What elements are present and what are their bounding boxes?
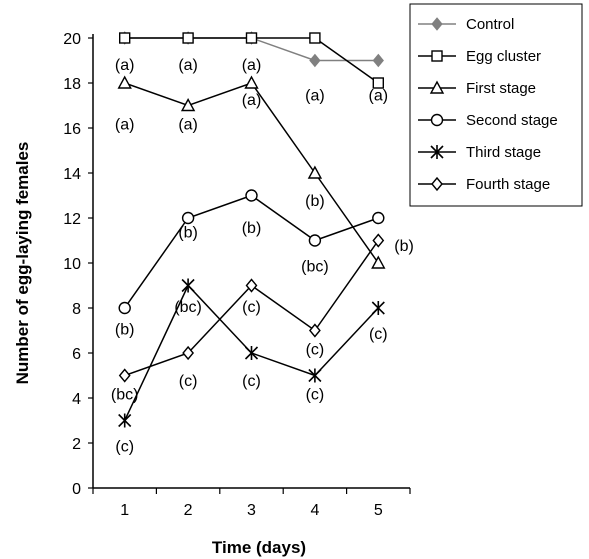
data-point-control [372, 53, 384, 68]
series-layer [117, 31, 386, 428]
legend-marker [431, 17, 443, 31]
data-point-fourth-stage [182, 345, 195, 361]
significance-label: (b) [242, 220, 262, 237]
legend-marker [430, 113, 444, 127]
legend-label: Egg cluster [466, 48, 541, 65]
data-point-third-stage [371, 301, 385, 315]
y-tick-label: 20 [63, 31, 81, 48]
data-point-second-stage [372, 211, 385, 225]
significance-label: (a) [178, 117, 198, 134]
significance-label: (c) [242, 299, 261, 316]
legend-item-fourth-stage: Fourth stage [418, 176, 550, 193]
data-point-second-stage [118, 301, 131, 315]
legend-item-first-stage: First stage [418, 80, 536, 97]
significance-label: (c) [179, 373, 198, 390]
data-point-fourth-stage [118, 368, 131, 383]
data-point-egg-cluster [309, 32, 321, 44]
legend-box [409, 3, 583, 207]
significance-label: (c) [242, 373, 261, 390]
legend-label: Second stage [466, 112, 558, 129]
legend-marker [431, 50, 443, 62]
legend-marker [431, 176, 443, 192]
y-tick-label: 6 [72, 346, 81, 363]
significance-label: (b) [305, 193, 325, 210]
legend-label: Fourth stage [466, 176, 550, 193]
data-point-third-stage [118, 413, 132, 428]
data-point-fourth-stage [372, 233, 385, 248]
series-third-stage [118, 278, 385, 428]
x-tick-label: 2 [184, 502, 193, 519]
significance-label: (a) [305, 87, 325, 104]
significance-label: (c) [306, 342, 325, 359]
significance-label: (b) [115, 321, 135, 338]
x-tick-label: 5 [374, 502, 383, 519]
data-point-second-stage [308, 234, 322, 247]
data-point-first-stage [307, 165, 323, 179]
legend-label: Third stage [466, 144, 541, 161]
data-point-first-stage [244, 75, 259, 89]
significance-label: (c) [369, 326, 388, 343]
significance-label: (a) [178, 57, 198, 74]
significance-label: (a) [115, 117, 135, 134]
significance-label: (c) [115, 438, 134, 455]
y-tick-label: 10 [63, 256, 81, 273]
legend: Control Egg cluster First stage Second stag… [409, 3, 583, 207]
legend-marker [429, 80, 445, 94]
data-point-egg-cluster [118, 32, 131, 44]
data-point-control [309, 53, 321, 68]
significance-label: (a) [115, 57, 135, 74]
data-point-third-stage [244, 346, 259, 360]
data-point-third-stage [308, 368, 322, 383]
series-second-stage [118, 189, 385, 315]
significance-label: (c) [306, 387, 325, 404]
legend-item-second-stage: Second stage [418, 112, 558, 129]
annotations-layer: (a) (a) (a) (a) (a) (a) (a) (a) (b) (b) (b) (b) (b) (… [111, 57, 414, 455]
y-tick-label: 12 [63, 211, 81, 228]
data-point-second-stage [245, 189, 258, 202]
significance-label: (a) [242, 92, 262, 109]
legend-marker [430, 145, 444, 159]
x-tick-label: 1 [120, 502, 129, 519]
significance-label: (a) [369, 87, 389, 104]
y-tick-label: 16 [63, 121, 81, 138]
legend-label: Control [466, 16, 514, 33]
legend-label: First stage [466, 80, 536, 97]
x-axis-title: Time (days) [212, 538, 306, 557]
data-point-egg-cluster [245, 32, 258, 44]
x-tick-label: 3 [247, 502, 256, 519]
data-point-first-stage [371, 255, 386, 269]
data-point-first-stage [180, 98, 196, 112]
y-axis-title: Number of egg-laying females [13, 142, 32, 385]
data-point-third-stage [181, 278, 195, 293]
x-tick-label: 4 [310, 502, 319, 519]
y-tick-label: 4 [72, 391, 81, 408]
data-point-fourth-stage [245, 278, 258, 293]
series-first-stage [117, 75, 386, 269]
legend-item-control: Control [418, 16, 514, 33]
significance-label: (a) [242, 57, 262, 74]
y-tick-label: 18 [63, 76, 81, 93]
data-point-egg-cluster [182, 32, 194, 44]
data-point-egg-cluster [372, 77, 384, 89]
significance-label: (b) [178, 225, 198, 242]
series-egg-cluster [118, 32, 384, 89]
legend-item-egg-cluster: Egg cluster [418, 48, 541, 65]
significance-label: (bc) [111, 387, 139, 404]
data-point-fourth-stage [308, 323, 321, 338]
data-point-first-stage [117, 75, 132, 89]
significance-label: (bc) [174, 299, 202, 316]
y-tick-label: 0 [72, 481, 81, 498]
y-tick-label: 8 [72, 301, 81, 318]
data-point-second-stage [181, 211, 195, 225]
significance-label: (b) [394, 238, 414, 255]
y-tick-label: 2 [72, 436, 81, 453]
legend-item-third-stage: Third stage [418, 144, 541, 161]
y-tick-label: 14 [63, 166, 81, 183]
significance-label: (bc) [301, 258, 329, 275]
series-fourth-stage [118, 233, 385, 383]
